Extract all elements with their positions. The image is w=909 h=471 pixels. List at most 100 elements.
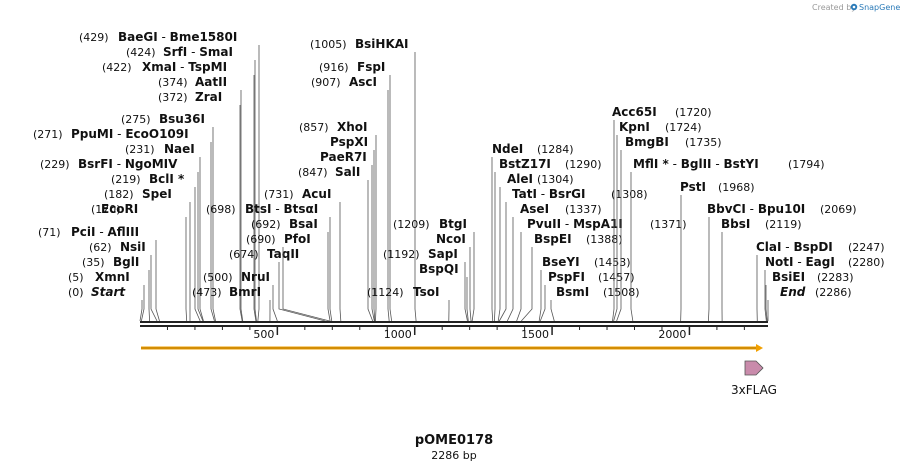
enzyme-name: BtsαI bbox=[283, 202, 318, 216]
site-btsi[interactable]: BtsI - BtsαI (698) bbox=[206, 202, 333, 322]
enzyme-name: BstYI bbox=[723, 157, 758, 171]
site-ppumi[interactable]: PpuMI - EcoO109I (271) bbox=[33, 127, 215, 322]
site-zrai[interactable]: ZraI (372) bbox=[158, 90, 243, 322]
site-name: XmnI bbox=[95, 270, 130, 284]
enzyme-name: NcoI bbox=[436, 232, 466, 246]
site-bsrfi[interactable]: BsrFI - NgoMIV (229) bbox=[40, 157, 204, 322]
site-leader-line bbox=[613, 135, 618, 322]
site-btgi[interactable]: BtgI (1209) bbox=[393, 217, 475, 322]
site-position: (182) bbox=[104, 188, 134, 201]
site-position: (1388) bbox=[586, 233, 623, 246]
site-name: End bbox=[780, 285, 806, 299]
site-taqii[interactable]: TaqII(674) bbox=[229, 247, 326, 322]
site-name: BtgI bbox=[439, 217, 467, 231]
site-nrui[interactable]: NruI (500) bbox=[203, 270, 278, 322]
site-pvuii[interactable]: PvuII - MspA1I (1371) bbox=[516, 217, 687, 322]
site-name-separator: - bbox=[176, 60, 188, 74]
enzyme-name: BaeGI bbox=[118, 30, 158, 44]
site-bspei[interactable]: BspEI (1388) bbox=[521, 232, 623, 322]
site-position: (1304) bbox=[537, 173, 574, 186]
site-psti[interactable]: PstI (1968) bbox=[680, 180, 755, 322]
site-position: (857) bbox=[299, 121, 329, 134]
site-xmai[interactable]: XmaI - TspMI (422) bbox=[102, 60, 257, 322]
site-nsii[interactable]: NsiI (62) bbox=[89, 240, 158, 322]
site-leader-line bbox=[469, 247, 472, 322]
site-name: BsaI bbox=[289, 217, 318, 231]
enzyme-name: NgoMIV bbox=[125, 157, 178, 171]
site-ncoi[interactable]: NcoI bbox=[436, 232, 472, 322]
site-bspqi[interactable]: BspQI bbox=[419, 262, 469, 322]
site-aatii[interactable]: AatII (374) bbox=[158, 75, 244, 322]
enzyme-name: EcoO109I bbox=[125, 127, 188, 141]
site-xmni[interactable]: XmnI (5) bbox=[68, 270, 145, 322]
site-ecori[interactable]: EcoRI(170) bbox=[91, 202, 188, 322]
enzyme-name: SapI bbox=[428, 247, 458, 261]
enzyme-name: PciI bbox=[71, 225, 96, 239]
site-leader-line bbox=[389, 75, 393, 322]
site-pcii[interactable]: PciI - AflIII (71) bbox=[38, 225, 160, 322]
site-bsai[interactable]: BsaI (692) bbox=[251, 217, 331, 322]
site-xhoi[interactable]: XhoI (857) bbox=[299, 120, 377, 322]
site-pspfi[interactable]: PspFI (1457) bbox=[539, 270, 635, 322]
site-name: BtsI - BtsαI bbox=[245, 202, 318, 216]
site-pspxi[interactable]: PspXI bbox=[330, 135, 376, 322]
site-position: (5) bbox=[68, 271, 84, 284]
site-position: (1337) bbox=[565, 203, 602, 216]
site-paer7i[interactable]: PaeR7I bbox=[320, 150, 375, 322]
enzyme-name: PspFI bbox=[548, 270, 585, 284]
site-bcli[interactable]: BclI * (219) bbox=[111, 172, 201, 322]
site-mfli[interactable]: MflI * - BglII - BstYI (1794) bbox=[630, 157, 825, 322]
enzyme-name: AflIII bbox=[107, 225, 139, 239]
site-naei[interactable]: NaeI (231) bbox=[125, 142, 204, 322]
enzyme-name: AscI bbox=[349, 75, 377, 89]
enzyme-name: ZraI bbox=[195, 90, 222, 104]
site-bmgbi[interactable]: BmgBI (1735) bbox=[616, 135, 722, 322]
major-ticks: 500 1000 1500 2000 bbox=[253, 326, 691, 341]
site-leader-line bbox=[194, 187, 201, 322]
site-fspi[interactable]: FspI (916) bbox=[319, 60, 393, 322]
site-alei[interactable]: AleI (1304) bbox=[497, 172, 574, 322]
enzyme-name: BsrFI bbox=[78, 157, 113, 171]
site-bgli[interactable]: BglI (35) bbox=[82, 255, 151, 322]
site-end[interactable]: End (2286) bbox=[767, 285, 852, 321]
site-ndei[interactable]: NdeI (1284) bbox=[491, 142, 574, 322]
site-position: (1192) bbox=[383, 248, 420, 261]
site-leader-line bbox=[516, 232, 522, 322]
site-bmri[interactable]: BmrI (473) bbox=[192, 285, 271, 322]
site-clai[interactable]: ClaI - BspDI (2247) bbox=[756, 240, 885, 322]
site-acui[interactable]: AcuI (731) bbox=[264, 187, 342, 322]
site-bsiei[interactable]: BsiEI (2283) bbox=[765, 270, 854, 322]
site-bsmi[interactable]: BsmI (1508) bbox=[550, 285, 640, 322]
site-bsu36i[interactable]: Bsu36I (275) bbox=[121, 112, 216, 322]
site-acc65i[interactable]: Acc65I (1720) bbox=[612, 105, 712, 322]
site-bbsi[interactable]: BbsI (2119) bbox=[721, 217, 802, 322]
site-pfoi[interactable]: PfoI (690) bbox=[246, 232, 330, 322]
site-srfi[interactable]: SrfI - SmaI (424) bbox=[126, 45, 257, 322]
site-bseyi[interactable]: BseYI (1453) bbox=[538, 255, 631, 322]
site-bstz17i[interactable]: BstZ17I (1290) bbox=[493, 157, 602, 322]
site-tsoi[interactable]: TsoI (1124) bbox=[367, 285, 450, 322]
site-sapi[interactable]: SapI (1192) bbox=[383, 247, 468, 322]
site-asci[interactable]: AscI (907) bbox=[311, 75, 390, 322]
site-leader-line bbox=[550, 300, 555, 322]
site-bbvci[interactable]: BbvCI - Bpu10I (2069) bbox=[707, 202, 857, 322]
enzyme-name: NsiI bbox=[120, 240, 146, 254]
site-name: BsrFI - NgoMIV bbox=[78, 157, 178, 171]
map-title: pOME0178 bbox=[415, 433, 493, 448]
site-sali[interactable]: SalI (847) bbox=[298, 165, 374, 322]
site-leader-line bbox=[140, 285, 145, 322]
features: 3xFLAG bbox=[731, 360, 777, 397]
enzyme-name: BmrI bbox=[229, 285, 261, 299]
site-noti[interactable]: NotI - EagI (2280) bbox=[764, 255, 885, 322]
site-spei[interactable]: SpeI (182) bbox=[104, 187, 191, 322]
enzyme-name: SalI bbox=[335, 165, 360, 179]
site-name: NsiI bbox=[120, 240, 146, 254]
site-position: (1308) bbox=[611, 188, 648, 201]
site-bsihkai[interactable]: BsiHKAI (1005) bbox=[310, 37, 417, 322]
site-asei[interactable]: AseI (1337) bbox=[506, 202, 602, 322]
site-baegi[interactable]: BaeGI - Bme1580I (429) bbox=[79, 30, 260, 322]
site-start[interactable]: Start (0) bbox=[68, 285, 143, 322]
site-kpni[interactable]: KpnI (1724) bbox=[613, 120, 702, 322]
site-position: (1124) bbox=[367, 286, 404, 299]
site-tati[interactable]: TatI - BsrGI (1308) bbox=[498, 187, 648, 322]
